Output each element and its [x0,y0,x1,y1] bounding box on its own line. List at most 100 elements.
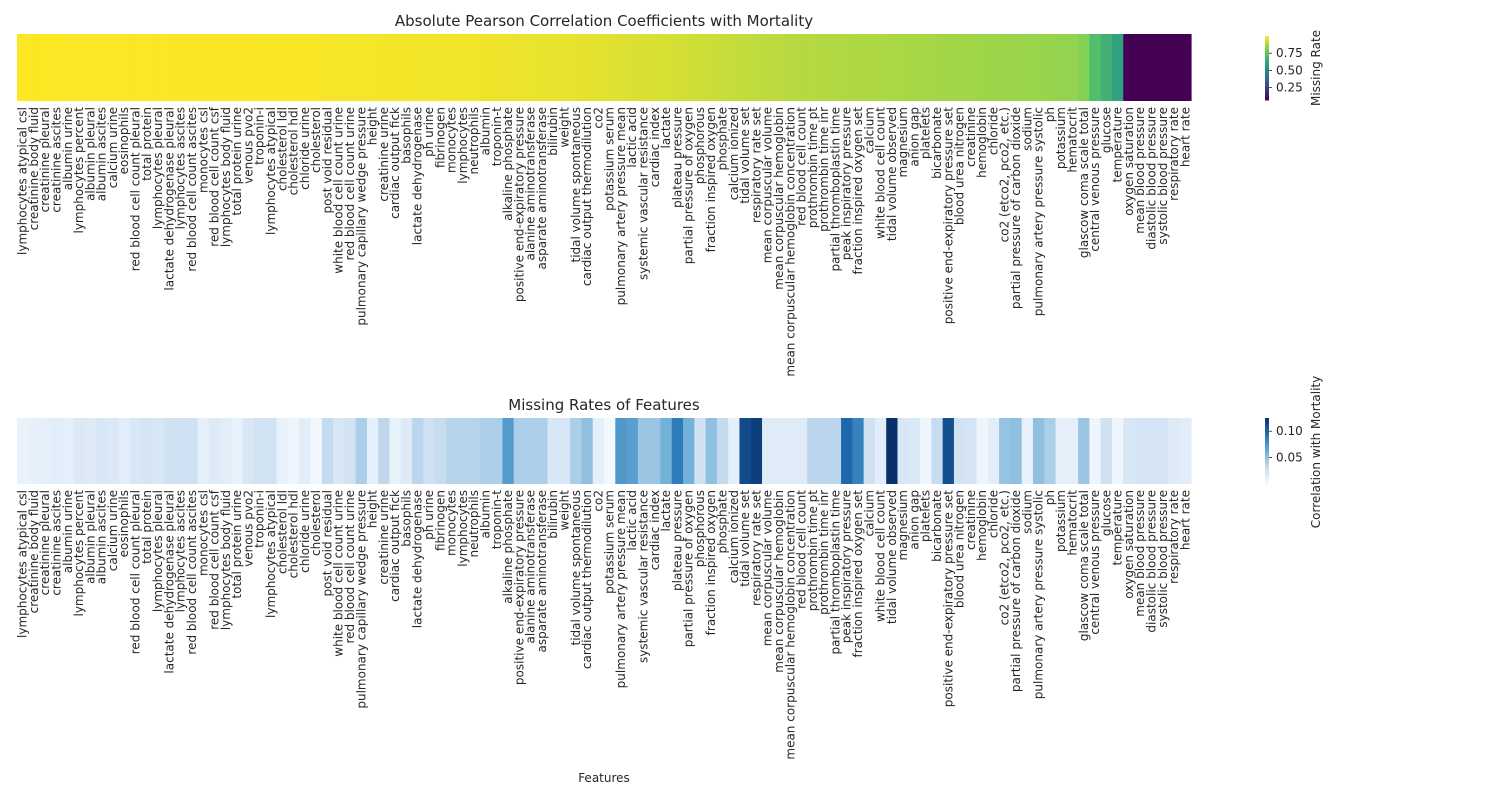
heatmap-cell [265,34,278,101]
x-tick-label: cardiac output thermodilution [580,107,594,286]
x-tick-label: oxygen saturation [1122,107,1136,216]
heatmap-cell [457,34,470,101]
x-tick-label: temperature [1111,490,1125,565]
colorbar-segment [1265,43,1269,45]
colorbar-segment [1265,76,1269,78]
x-tick-label: chloride urine [298,490,312,573]
colorbar-segment [1265,58,1269,60]
x-tick-label: oxygen saturation [1122,490,1136,599]
colorbar-segment [1265,91,1269,93]
colorbar-segment [1265,482,1269,485]
heatmap-cell [231,418,244,484]
heatmap-cell [1134,418,1147,484]
colorbar-segment [1265,470,1269,473]
heatmap-cell [152,418,165,484]
heatmap-cell [897,34,910,101]
heatmap-cell [987,34,1000,101]
heatmap-cell [400,34,413,101]
colorbar-segment [1265,38,1269,40]
x-tick-label: albumin pleural [83,107,97,201]
x-tick-label: asparate aminotransferase [535,490,549,652]
colorbar-segment [1265,468,1269,471]
heatmap-cell [141,34,154,101]
colorbar-segment [1265,423,1269,425]
heatmap-cell [321,34,334,101]
colorbar-segment [1265,460,1269,462]
heatmap-cell [197,418,210,484]
x-tick-label: co2 (etco2, pco2, etc.) [998,490,1012,625]
x-tick-label: partial pressure of carbon dioxide [1009,490,1023,692]
heatmap-cell [344,418,357,484]
x-tick-label: pulmonary artery pressure mean [614,107,628,305]
x-tick-label: respiratory rate set [749,490,763,606]
x-tick-label: hemoglobin [975,490,989,561]
x-tick-label: peak inspiratory pressure [840,107,854,260]
heatmap-cell [39,418,52,484]
heatmap-cell [716,418,729,484]
colorbar-segment [1265,461,1269,463]
heatmap-cell [728,34,741,101]
colorbar-segment [1265,442,1269,445]
x-tick-label: plateau pressure [670,490,684,591]
heatmap-cell [468,34,481,101]
x-tick-label: asparate aminotransferase [535,107,549,269]
x-tick-label: platelets [919,107,933,159]
colorbar-1: 0.25 0.50 0.75 [1265,36,1303,101]
heatmap-cell [570,418,583,484]
heatmap-cell [558,34,571,101]
heatmap-cell [1044,34,1057,101]
heatmap-cell [129,34,142,101]
heatmap-cell [649,418,662,484]
colorbar-segment [1265,63,1269,65]
x-tick-label: partial pressure of carbon dioxide [1009,107,1023,309]
x-tick-label: monocytes [445,490,459,556]
colorbar-segment [1265,46,1269,48]
x-tick-label: alanine aminotransferase [524,107,538,261]
colorbar-segment [1265,45,1269,47]
heatmap-cell [1044,418,1057,484]
x-tick-label: glascow coma scale total [1077,490,1091,641]
x-tick-label: lymphocytes [456,490,470,567]
heatmap-cell [1078,34,1091,101]
x-tick-label: troponin-t [490,107,504,167]
x-tick-label: creatinine pleural [38,107,52,212]
heatmap-cell [208,34,221,101]
colorbar-tick-label: 0.10 [1276,424,1303,438]
heatmap-cell [1021,418,1034,484]
colorbar-segment [1265,447,1269,450]
colorbar-segment [1265,441,1269,444]
colorbar-segment [1265,85,1269,87]
colorbar-segment [1265,459,1269,461]
colorbar-segment [1265,420,1269,422]
heatmap-cell [242,34,255,101]
x-tick-label: respiratory rate [1167,107,1181,201]
x-tick-label: alanine aminotransferase [524,490,538,644]
x-tick-label: potassium serum [603,107,617,211]
heatmap-cell [1032,418,1045,484]
x-tick-label: cardiac output fick [388,107,402,219]
heatmap-cell [175,418,187,484]
x-tick-label: creatinine urine [377,107,391,202]
x-tick-label: red blood cell count csf [208,489,222,630]
colorbar-segment [1265,98,1269,100]
heatmap-cell [547,418,560,484]
x-tick-label: venous pvo2 [241,490,255,567]
x-tick-label: glucose [1099,490,1113,536]
colorbar-segment [1265,50,1269,52]
x-tick-label: eosinophils [117,490,131,557]
heatmap-cell [50,34,63,101]
heatmap-cell [186,418,199,484]
colorbar-segment [1265,458,1269,460]
colorbar-2-label: Correlation with Mortality [1309,376,1323,528]
colorbar-tick-label: 0.50 [1276,63,1303,77]
heatmap-cell [1066,418,1079,484]
colorbar-segment [1265,83,1269,85]
x-tick-label: calcium [862,107,876,154]
x-tick-label: partial pressure of oxygen [682,490,696,647]
heatmap-cell [536,34,549,101]
colorbar-segment [1265,440,1269,443]
x-tick-label: anion gap [907,107,921,167]
heatmap-cell [434,34,447,101]
